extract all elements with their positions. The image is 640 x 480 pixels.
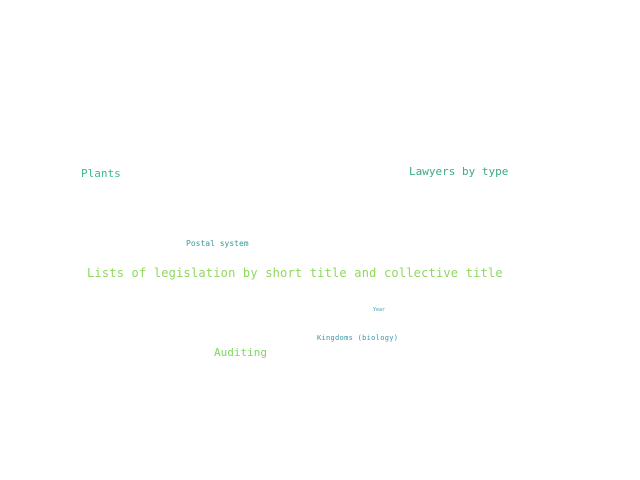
word-lawyers-by-type: Lawyers by type xyxy=(409,165,509,178)
word-lists-of-legislation: Lists of legislation by short title and … xyxy=(87,266,503,280)
word-postal-system: Postal system xyxy=(186,239,249,248)
word-plants: Plants xyxy=(81,167,121,180)
word-year: Year xyxy=(373,307,386,313)
word-auditing: Auditing xyxy=(214,346,267,359)
word-kingdoms-biology: Kingdoms (biology) xyxy=(317,334,399,342)
